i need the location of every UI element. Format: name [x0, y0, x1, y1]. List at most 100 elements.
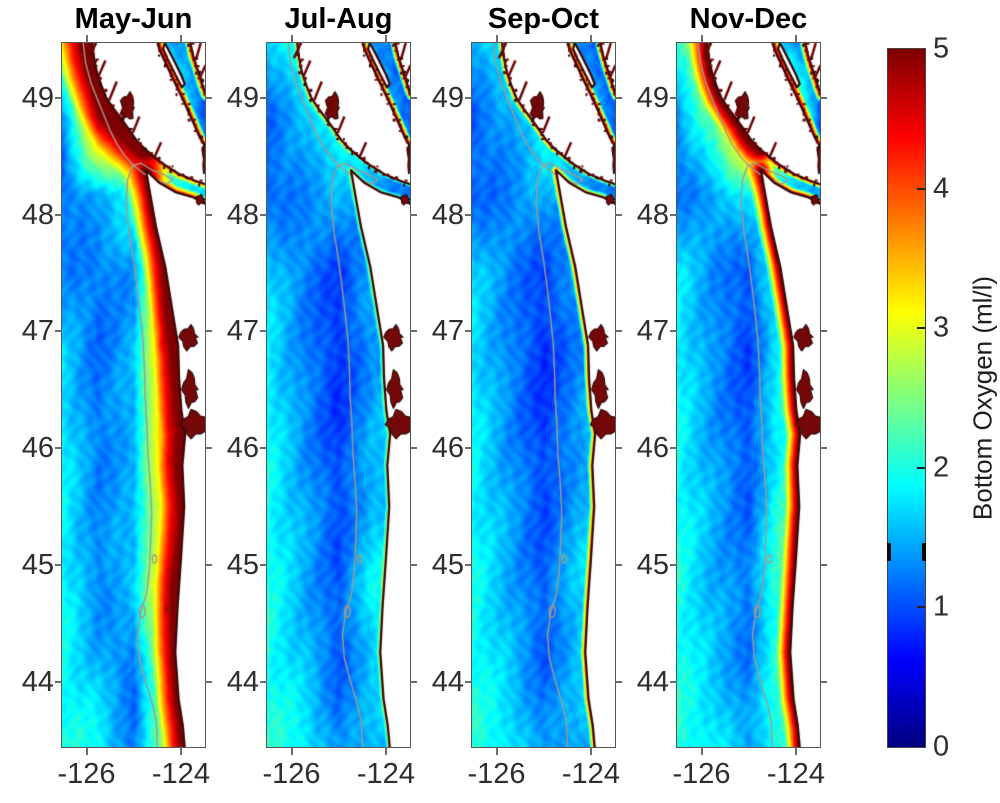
axis-tick [615, 213, 622, 216]
axis-tick [410, 330, 417, 333]
axis-tick [205, 563, 212, 566]
lon-tick-label: -124 [561, 758, 620, 790]
axis-tick [615, 96, 622, 99]
lon-tick-label: -124 [356, 758, 415, 790]
lat-tick-label: 47 [636, 315, 669, 348]
lat-tick-label: 49 [226, 81, 259, 114]
colorbar-tick [917, 606, 925, 609]
lat-tick-label: 44 [636, 665, 669, 698]
colorbar-tick-label: 2 [933, 451, 950, 484]
lat-tick-label: 45 [21, 548, 54, 581]
axis-tick [55, 680, 62, 683]
axis-tick [260, 330, 267, 333]
colorbar-threshold-marker [887, 542, 891, 561]
colorbar-tick-label: 0 [933, 730, 950, 763]
lat-tick-label: 46 [431, 432, 464, 465]
axis-tick [179, 747, 182, 755]
axis-tick [205, 96, 212, 99]
axis-tick [794, 747, 797, 755]
axis-tick [384, 35, 387, 43]
lat-tick-label: 47 [226, 315, 259, 348]
axis-tick [615, 563, 622, 566]
axis-tick [465, 96, 472, 99]
lat-tick-label: 49 [21, 81, 54, 114]
lat-tick-label: 48 [226, 198, 259, 231]
axis-tick [410, 447, 417, 450]
axis-tick [205, 330, 212, 333]
axis-tick [670, 213, 677, 216]
axis-tick [55, 96, 62, 99]
axis-tick [670, 330, 677, 333]
lon-tick-label: -126 [262, 758, 321, 790]
lat-tick-label: 44 [226, 665, 259, 698]
axis-tick [205, 447, 212, 450]
map-canvas-sep-oct [472, 43, 615, 747]
axis-tick [55, 563, 62, 566]
axis-tick [260, 680, 267, 683]
lat-tick-label: 48 [636, 198, 669, 231]
axis-tick [465, 563, 472, 566]
map-canvas-jul-aug [267, 43, 410, 747]
axis-tick [820, 96, 827, 99]
axis-tick [290, 35, 293, 43]
lat-tick-label: 49 [636, 81, 669, 114]
axis-tick [410, 563, 417, 566]
axis-tick [260, 447, 267, 450]
lon-tick-label: -126 [467, 758, 526, 790]
lat-tick-label: 44 [431, 665, 464, 698]
colorbar-threshold-marker [922, 542, 926, 561]
panel-title-jul-aug: Jul-Aug [284, 3, 393, 35]
axis-tick [384, 747, 387, 755]
axis-tick [290, 747, 293, 755]
colorbar-tick-label: 1 [933, 590, 950, 623]
axis-tick [700, 35, 703, 43]
colorbar-canvas [888, 49, 925, 747]
axis-tick [670, 680, 677, 683]
axis-tick [615, 330, 622, 333]
colorbar-tick-label: 4 [933, 172, 950, 205]
axis-tick [260, 563, 267, 566]
axis-tick [55, 213, 62, 216]
axis-tick [465, 680, 472, 683]
lat-tick-label: 46 [21, 432, 54, 465]
lon-tick-label: -124 [151, 758, 210, 790]
lat-tick-label: 44 [21, 665, 54, 698]
axis-tick [820, 563, 827, 566]
panel-title-sep-oct: Sep-Oct [487, 3, 600, 35]
lat-tick-label: 47 [21, 315, 54, 348]
lat-tick-label: 45 [431, 548, 464, 581]
lat-tick-label: 46 [226, 432, 259, 465]
lat-tick-label: 47 [431, 315, 464, 348]
axis-tick [670, 447, 677, 450]
axis-tick [495, 35, 498, 43]
colorbar-tick [917, 327, 925, 330]
axis-tick [495, 747, 498, 755]
lat-tick-label: 48 [21, 198, 54, 231]
lon-tick-label: -126 [57, 758, 116, 790]
axis-tick [794, 35, 797, 43]
lat-tick-label: 45 [226, 548, 259, 581]
lat-tick-label: 49 [431, 81, 464, 114]
lat-tick-label: 46 [636, 432, 669, 465]
lon-tick-label: -124 [766, 758, 825, 790]
axis-tick [670, 96, 677, 99]
axis-tick [589, 35, 592, 43]
lon-tick-label: -126 [672, 758, 731, 790]
axis-tick [465, 213, 472, 216]
map-canvas-may-jun [62, 43, 205, 747]
axis-tick [55, 447, 62, 450]
axis-tick [260, 96, 267, 99]
axis-tick [820, 447, 827, 450]
colorbar-tick-label: 5 [933, 32, 950, 65]
axis-tick [85, 35, 88, 43]
axis-tick [820, 213, 827, 216]
axis-tick [820, 680, 827, 683]
panel-title-may-jun: May-Jun [74, 3, 193, 35]
axis-tick [260, 213, 267, 216]
axis-tick [205, 213, 212, 216]
axis-tick [410, 213, 417, 216]
axis-tick [700, 747, 703, 755]
map-canvas-nov-dec [677, 43, 820, 747]
axis-tick [205, 680, 212, 683]
